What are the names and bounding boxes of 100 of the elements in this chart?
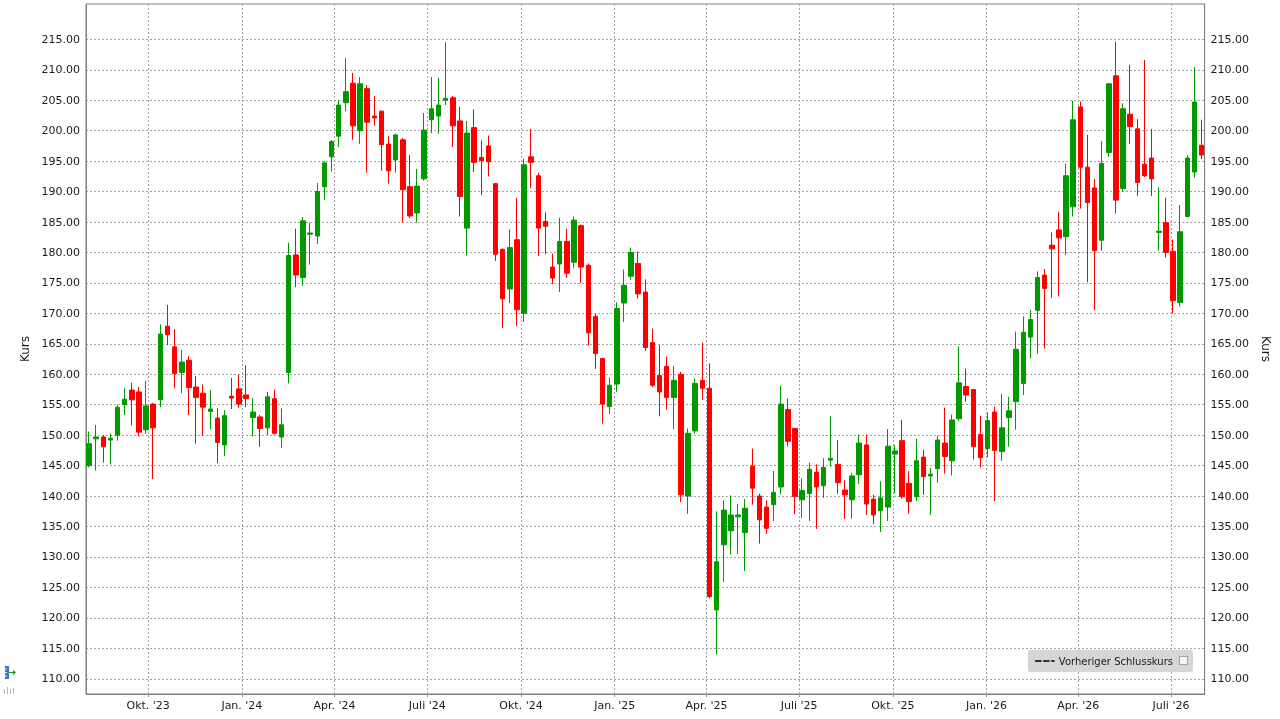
y-tick-label: 115.00 — [41, 641, 80, 655]
candlestick — [1021, 315, 1026, 396]
x-tick-label: Jan. '24 — [220, 699, 263, 712]
candlestick — [614, 301, 620, 393]
candlestick — [764, 499, 769, 535]
y-tick-label: 130.00 — [41, 550, 80, 564]
candlestick — [692, 378, 698, 435]
candlestick — [971, 388, 976, 461]
candlestick — [1177, 204, 1183, 308]
candlestick — [621, 269, 627, 323]
y2-tick-label: 115.00 — [1210, 641, 1250, 655]
y2-tick-label: 110.00 — [1210, 672, 1250, 686]
y2-tick-label: 165.00 — [1210, 337, 1250, 351]
candlestick — [1106, 82, 1112, 158]
candlestick — [814, 463, 819, 530]
y2-tick-label: 170.00 — [1210, 306, 1250, 320]
candlestick — [372, 95, 377, 127]
candlestick — [101, 434, 106, 464]
y2-tick-label: 145.00 — [1210, 459, 1250, 473]
y-tick-label: 200.00 — [41, 124, 80, 138]
x-tick-label: Apr. '25 — [685, 699, 728, 712]
candlestick — [1092, 178, 1097, 311]
y-tick-label: 135.00 — [41, 520, 80, 534]
candlestick — [1127, 64, 1133, 145]
y-tick-label: 175.00 — [41, 276, 80, 290]
candlestick — [864, 434, 869, 516]
candlestick — [115, 404, 120, 442]
candlestick — [963, 368, 969, 403]
candlestick — [357, 76, 363, 145]
candlestick — [1135, 118, 1140, 197]
candlestick — [942, 407, 948, 475]
y2-tick-label: 215.00 — [1210, 32, 1250, 46]
y-tick-label: 205.00 — [41, 93, 80, 107]
candlestick — [464, 120, 470, 257]
candlestick — [914, 438, 919, 502]
candlestick — [678, 371, 684, 503]
candlestick — [257, 414, 263, 448]
candlestick — [985, 412, 990, 458]
candlestick — [842, 479, 848, 520]
candlestick — [799, 477, 805, 519]
candlestick — [1085, 134, 1090, 283]
y2-tick-label: 205.00 — [1210, 93, 1250, 107]
candlestick — [550, 253, 555, 285]
candlestick — [871, 494, 876, 525]
candlestick — [978, 415, 983, 468]
candlestick — [671, 365, 677, 430]
candlestick — [635, 250, 641, 300]
y2-tick-label: 130.00 — [1210, 550, 1250, 564]
candlestick — [421, 112, 427, 182]
x-tick-label: Okt. '25 — [871, 699, 915, 712]
y-tick-label: 185.00 — [41, 215, 80, 229]
candlestick — [700, 342, 705, 401]
x-tick-label: Jan. '25 — [593, 699, 636, 712]
candlestick — [1185, 154, 1190, 218]
candlestick — [586, 262, 591, 347]
candlestick — [1113, 41, 1119, 214]
candlestick — [757, 493, 762, 545]
candlestick — [1006, 396, 1012, 448]
candlestick — [322, 160, 327, 201]
y-tick-label: 165.00 — [41, 337, 80, 351]
y2-tick-label: 125.00 — [1210, 580, 1250, 594]
candlestick — [336, 99, 341, 148]
candlestick — [507, 228, 513, 304]
candlestick — [643, 278, 648, 352]
candlestick — [343, 57, 349, 112]
y-tick-label: 195.00 — [41, 154, 80, 168]
y2-tick-label: 190.00 — [1210, 185, 1250, 199]
x-tick-label: Okt. '23 — [126, 699, 170, 712]
candlestick — [935, 435, 940, 484]
candlestick — [571, 216, 577, 269]
candlestick — [650, 328, 655, 388]
y-tick-label: 125.00 — [41, 580, 80, 594]
candlestick — [1156, 186, 1162, 252]
candlestick — [778, 385, 784, 495]
candlestick — [557, 217, 562, 293]
candlestick — [999, 393, 1005, 462]
candlestick — [1056, 211, 1062, 297]
candlestick — [536, 172, 541, 257]
candlestick — [436, 77, 441, 135]
candlestick — [493, 182, 498, 262]
x-tick-label: Juli '24 — [407, 699, 446, 712]
y2-tick-label: 155.00 — [1210, 398, 1250, 412]
y2-tick-label: 140.00 — [1210, 489, 1250, 503]
candlestick — [1099, 140, 1104, 252]
x-tick-label: Apr. '26 — [1057, 699, 1100, 712]
candlestick — [386, 135, 391, 185]
candlestick — [992, 406, 997, 502]
y2-tick-label: 160.00 — [1210, 367, 1250, 381]
y-tick-label: 215.00 — [41, 32, 80, 46]
candlestick — [165, 304, 170, 346]
y2-tick-label: 135.00 — [1210, 520, 1250, 534]
candlestick — [564, 228, 570, 279]
y-axis-title: Kurs — [17, 335, 32, 363]
candlestick — [229, 377, 234, 410]
candlestick — [108, 432, 113, 465]
candlestick — [1013, 331, 1019, 431]
candlestick — [215, 407, 220, 464]
candlestick — [1199, 119, 1204, 160]
y2-tick-label: 180.00 — [1210, 245, 1250, 259]
candlestick — [828, 415, 833, 468]
